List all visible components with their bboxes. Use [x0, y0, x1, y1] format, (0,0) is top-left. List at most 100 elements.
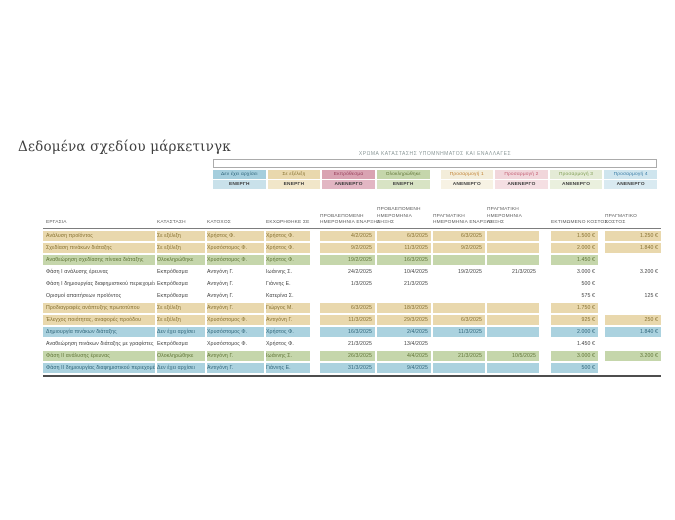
- legend-status-swatch[interactable]: Προσαρμογή 4: [604, 170, 657, 179]
- cell-actual-cost[interactable]: 1.250 €: [605, 231, 661, 241]
- cell-task[interactable]: Φάση ΙΙ ανάλυσης έρευνας: [43, 351, 155, 361]
- legend-toggle-state[interactable]: ΑΝΕΝΕΡΓΟ: [549, 180, 603, 189]
- cell-actual-end[interactable]: [487, 279, 539, 289]
- cell-projected-end[interactable]: 29/3/2025: [377, 315, 431, 325]
- cell-status[interactable]: Σε εξέλιξη: [157, 315, 205, 325]
- cell-assigned-to[interactable]: Χρήστος Φ.: [266, 255, 310, 265]
- cell-actual-cost[interactable]: [605, 363, 661, 373]
- cell-actual-start[interactable]: 6/3/2025: [433, 231, 485, 241]
- cell-status[interactable]: Δεν έχει αρχίσει: [157, 327, 205, 337]
- cell-estimated-cost[interactable]: 925 €: [551, 315, 598, 325]
- cell-task[interactable]: Φάση Ι ανάλυσης έρευνας: [46, 269, 109, 275]
- cell-assigned-to[interactable]: Χρήστος Φ.: [266, 341, 294, 347]
- legend-toggle-state[interactable]: ΑΝΕΝΕΡΓΟ: [440, 180, 494, 189]
- cell-projected-start[interactable]: 16/3/2025: [320, 327, 375, 337]
- col-header-actual-end[interactable]: ΠΡΑΓΜΑΤΙΚΗ ΗΜΕΡΟΜΗΝΙΑ ΛΗΞΗΣ: [487, 207, 523, 225]
- legend-toggle-state[interactable]: ΕΝΕΡΓΗ: [213, 180, 266, 189]
- cell-status[interactable]: Εκπρόθεσμα: [157, 341, 188, 347]
- cell-projected-start[interactable]: 9/2/2025: [320, 243, 375, 253]
- legend-toggle-state[interactable]: ΕΝΕΡΓΗ: [376, 180, 430, 189]
- cell-actual-start[interactable]: [433, 255, 485, 265]
- cell-task[interactable]: Φάση Ι δημιουργίας διαφημιστικού περιεχο…: [46, 281, 155, 287]
- col-header-actual-cost[interactable]: ΠΡΑΓΜΑΤΙΚΟ ΚΟΣΤΟΣ: [605, 213, 638, 225]
- cell-estimated-cost[interactable]: 500 €: [581, 281, 595, 287]
- col-header-projected-end[interactable]: ΠΡΟΒΛΕΠΟΜΕΝΗ ΗΜΕΡΟΜΗΝΙΑ ΛΗΞΗΣ: [377, 207, 421, 225]
- cell-owner[interactable]: Αντιγόνη Γ.: [207, 269, 234, 275]
- col-header-owner[interactable]: ΚΑΤΟΧΟΣ: [207, 219, 231, 225]
- cell-status[interactable]: Εκπρόθεσμα: [157, 269, 188, 275]
- cell-actual-start[interactable]: [433, 339, 485, 349]
- cell-estimated-cost[interactable]: 2.000 €: [551, 327, 598, 337]
- cell-estimated-cost[interactable]: 1.450 €: [576, 341, 595, 347]
- cell-actual-end[interactable]: [487, 363, 539, 373]
- cell-assigned-to[interactable]: Κατερίνα Σ.: [266, 293, 294, 299]
- cell-projected-start[interactable]: 26/3/2025: [320, 351, 375, 361]
- cell-status[interactable]: Ολοκληρώθηκε: [157, 351, 205, 361]
- cell-actual-end[interactable]: [487, 243, 539, 253]
- cell-task[interactable]: Σχεδίαση πινάκων διάταξης: [43, 243, 155, 253]
- cell-assigned-to[interactable]: Χρήστος Φ.: [266, 243, 310, 253]
- cell-projected-start[interactable]: 4/2/2025: [320, 231, 375, 241]
- cell-actual-cost[interactable]: 1.840 €: [605, 243, 661, 253]
- cell-actual-cost[interactable]: 3.200 €: [605, 351, 661, 361]
- cell-estimated-cost[interactable]: 1.500 €: [551, 231, 598, 241]
- cell-projected-end[interactable]: [377, 291, 431, 301]
- cell-actual-start[interactable]: 11/3/2025: [433, 327, 485, 337]
- cell-projected-start[interactable]: 19/2/2025: [320, 255, 375, 265]
- cell-actual-cost[interactable]: [605, 303, 661, 313]
- legend-status-swatch[interactable]: Εκπρόθεσμα: [322, 170, 375, 179]
- cell-actual-start[interactable]: 9/2/2025: [433, 243, 485, 253]
- cell-task[interactable]: Ορισμοί απαιτήσεων προϊόντος: [46, 293, 122, 299]
- cell-owner[interactable]: Αντιγόνη Γ.: [207, 363, 264, 373]
- legend-toggle-state[interactable]: ΑΝΕΝΕΡΓΟ: [322, 180, 375, 189]
- cell-actual-cost[interactable]: 125 €: [644, 293, 658, 299]
- cell-estimated-cost[interactable]: 1.450 €: [551, 255, 598, 265]
- col-header-assigned-to[interactable]: ΕΚΧΩΡΗΘΗΚΕ ΣΕ: [266, 219, 310, 225]
- cell-actual-start[interactable]: 21/3/2025: [433, 351, 485, 361]
- cell-estimated-cost[interactable]: 3.000 €: [551, 351, 598, 361]
- cell-owner[interactable]: Χρυσόστομος Φ.: [207, 341, 248, 347]
- cell-projected-end[interactable]: 18/3/2025: [377, 303, 431, 313]
- cell-status[interactable]: Εκπρόθεσμα: [157, 281, 188, 287]
- cell-actual-end[interactable]: [487, 255, 539, 265]
- cell-projected-start[interactable]: 11/3/2025: [320, 315, 375, 325]
- cell-actual-start[interactable]: 19/2/2025: [458, 269, 482, 275]
- cell-projected-start[interactable]: 21/3/2025: [348, 341, 372, 347]
- cell-estimated-cost[interactable]: 3.000 €: [576, 269, 595, 275]
- cell-assigned-to[interactable]: Γιάννης Ε.: [266, 363, 310, 373]
- col-header-estimated-cost[interactable]: ΕΚΤΙΜΩΜΕΝΟ ΚΟΣΤΟΣ: [551, 219, 608, 225]
- cell-assigned-to[interactable]: Ιωάννης Σ.: [266, 269, 293, 275]
- cell-status[interactable]: Εκπρόθεσμα: [157, 293, 188, 299]
- cell-estimated-cost[interactable]: 1.750 €: [551, 303, 598, 313]
- cell-projected-end[interactable]: 21/3/2025: [404, 281, 428, 287]
- cell-estimated-cost[interactable]: 2.000 €: [551, 243, 598, 253]
- cell-estimated-cost[interactable]: 575 €: [581, 293, 595, 299]
- legend-status-swatch[interactable]: Δεν έχει αρχίσει: [213, 170, 266, 179]
- legend-toggle-state[interactable]: ΕΝΕΡΓΗ: [267, 180, 321, 189]
- cell-owner[interactable]: Χρυσόστομος Φ.: [207, 315, 264, 325]
- cell-owner[interactable]: Χρήστος Φ.: [207, 231, 264, 241]
- legend-status-swatch[interactable]: Προσαρμογή 1: [440, 170, 494, 179]
- cell-projected-end[interactable]: 10/4/2025: [404, 269, 428, 275]
- cell-projected-start[interactable]: 6/3/2025: [320, 303, 375, 313]
- cell-actual-start[interactable]: [433, 279, 485, 289]
- cell-actual-cost[interactable]: [605, 339, 661, 349]
- cell-actual-end[interactable]: [487, 291, 539, 301]
- cell-status[interactable]: Σε εξέλιξη: [157, 231, 205, 241]
- cell-task[interactable]: Έλεγχος ποιότητας, αναφορές προόδου: [43, 315, 155, 325]
- cell-actual-cost[interactable]: [605, 255, 661, 265]
- cell-projected-end[interactable]: 6/3/2025: [377, 231, 431, 241]
- cell-actual-cost[interactable]: 3.200 €: [639, 269, 658, 275]
- cell-actual-end[interactable]: [487, 231, 539, 241]
- cell-status[interactable]: Σε εξέλιξη: [157, 303, 205, 313]
- legend-toggle-state[interactable]: ΑΝΕΝΕΡΓΟ: [495, 180, 548, 189]
- cell-owner[interactable]: Χρυσόστομος Φ.: [207, 243, 264, 253]
- cell-actual-cost[interactable]: [605, 279, 661, 289]
- cell-owner[interactable]: Αντιγόνη Γ.: [207, 303, 264, 313]
- cell-actual-end[interactable]: [487, 327, 539, 337]
- cell-assigned-to[interactable]: Γιάννης Ε.: [266, 281, 291, 287]
- cell-task[interactable]: Ανάλυση προϊόντος: [43, 231, 155, 241]
- cell-actual-cost[interactable]: 250 €: [605, 315, 661, 325]
- legend-status-swatch[interactable]: Προσαρμογή 3: [549, 170, 603, 179]
- cell-projected-end[interactable]: 2/4/2025: [377, 327, 431, 337]
